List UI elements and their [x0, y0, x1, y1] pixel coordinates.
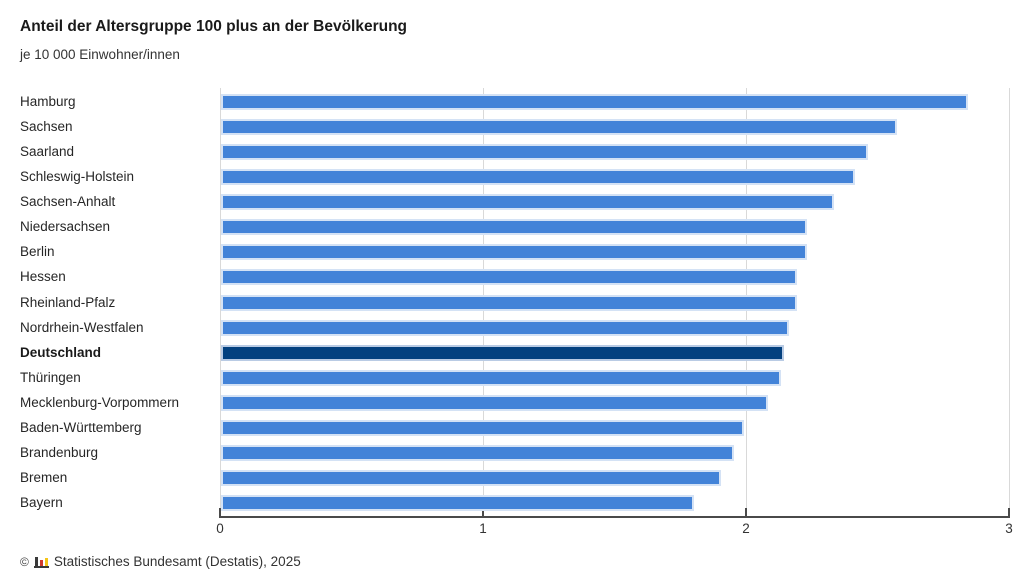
category-label: Hessen	[20, 269, 66, 285]
category-label: Deutschland	[20, 344, 102, 360]
category-label: Bremen	[20, 469, 68, 485]
category-label: Bayern	[20, 495, 63, 510]
category-label: Niedersachsen	[20, 219, 111, 235]
destatis-logo-icon	[33, 555, 49, 569]
x-axis-line	[219, 516, 1010, 518]
x-axis-tick	[745, 508, 747, 517]
bar	[221, 119, 897, 136]
bar	[221, 419, 745, 436]
category-label: Sachsen	[20, 119, 73, 135]
bar	[221, 269, 797, 286]
bar	[221, 394, 769, 411]
bar	[221, 219, 808, 236]
bar	[221, 369, 782, 386]
bar	[221, 444, 734, 461]
category-label: Baden-Württemberg	[20, 419, 142, 435]
source-text: Statistisches Bundesamt (Destatis), 2025	[53, 554, 301, 569]
bar	[221, 169, 855, 186]
bar	[221, 294, 797, 311]
x-tick-label: 3	[1005, 521, 1013, 536]
grid-line	[219, 88, 221, 517]
category-label: Thüringen	[20, 369, 81, 385]
x-tick-label: 0	[216, 521, 224, 536]
grid-line	[1008, 88, 1010, 517]
chart-title: Anteil der Altersgruppe 100 plus an der …	[20, 18, 408, 35]
category-label: Schleswig-Holstein	[20, 169, 135, 185]
bar	[221, 194, 834, 211]
bar	[221, 469, 721, 486]
bar	[221, 495, 695, 511]
category-label: Saarland	[20, 144, 75, 160]
x-axis-tick	[482, 508, 484, 517]
bar	[221, 319, 790, 336]
category-label: Brandenburg	[20, 444, 99, 460]
category-label: Nordrhein-Westfalen	[20, 319, 144, 335]
category-label: Hamburg	[20, 94, 76, 109]
bar	[221, 144, 868, 161]
plot-area: 0 1 2 3 Hamburg Sachsen Saarland Schleswig-Hols…	[0, 88, 1024, 558]
category-label: Sachsen-Anhalt	[20, 194, 116, 210]
copyright-icon: ©	[20, 554, 29, 569]
x-axis-tick	[219, 508, 221, 517]
category-label: Rheinland-Pfalz	[20, 294, 116, 310]
bar-highlight	[221, 344, 784, 361]
bar	[221, 244, 808, 261]
x-axis-tick	[1008, 508, 1010, 517]
category-label: Berlin	[20, 244, 55, 260]
bar	[221, 94, 968, 110]
x-tick-label: 1	[479, 521, 487, 536]
x-tick-label: 2	[742, 521, 750, 536]
chart-subtitle: je 10 000 Einwohner/innen	[20, 47, 180, 62]
category-label: Mecklenburg-Vorpommern	[20, 394, 180, 410]
footer-source: © Statistisches Bundesamt (Destatis), 20…	[20, 554, 301, 569]
